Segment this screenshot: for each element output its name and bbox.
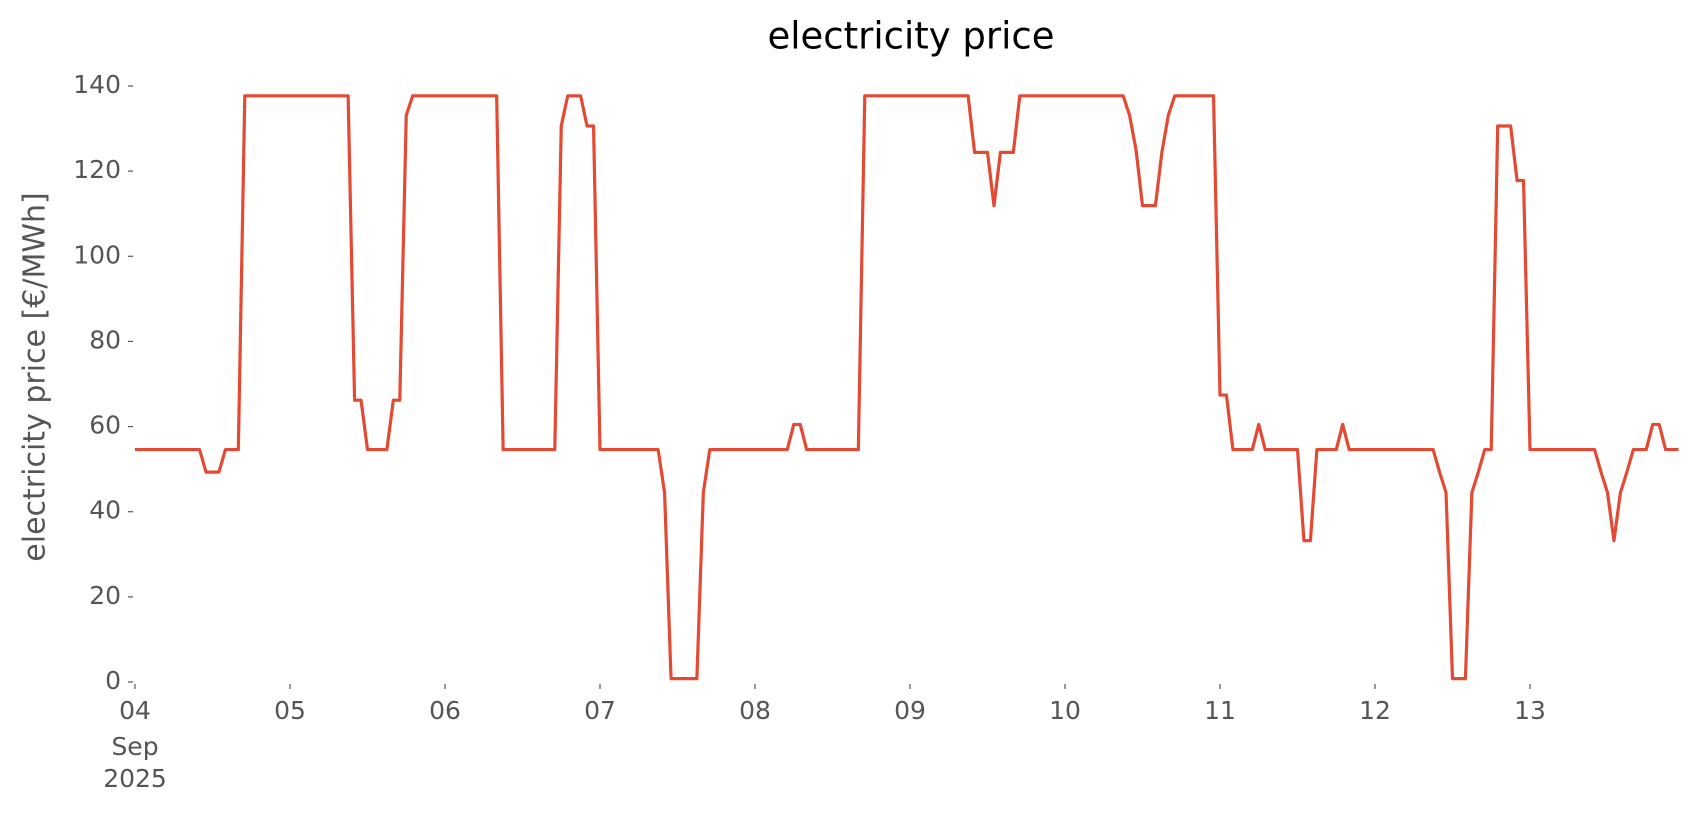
x-tick-label: 09 [894,696,926,725]
price-line [135,94,1679,681]
x-tick-label: 06 [429,696,461,725]
x-tick-label: 10 [1049,696,1081,725]
x-tick-label: 05 [274,696,306,725]
x-tick-label: 13 [1514,696,1546,725]
y-tick-label: 140 [73,70,121,99]
x-tick-label: 12 [1359,696,1391,725]
x-date-label: Sep [111,732,158,761]
y-tick-label: 120 [73,155,121,184]
x-tick-label: 11 [1204,696,1236,725]
y-tick-label: 40 [89,496,121,525]
y-tick-label: 60 [89,411,121,440]
x-tick-label: 07 [584,696,616,725]
x-tick-label: 08 [739,696,771,725]
y-tick-label: 80 [89,325,121,354]
y-tick-label: 20 [89,581,121,610]
chart-title: electricity price [767,15,1054,58]
y-tick-label: 0 [105,666,121,695]
y-axis-label: electricity price [€/MWh] [18,192,53,561]
y-tick-label: 100 [73,240,121,269]
x-date-label: 2025 [103,764,167,793]
x-tick-label: 04 [119,696,151,725]
